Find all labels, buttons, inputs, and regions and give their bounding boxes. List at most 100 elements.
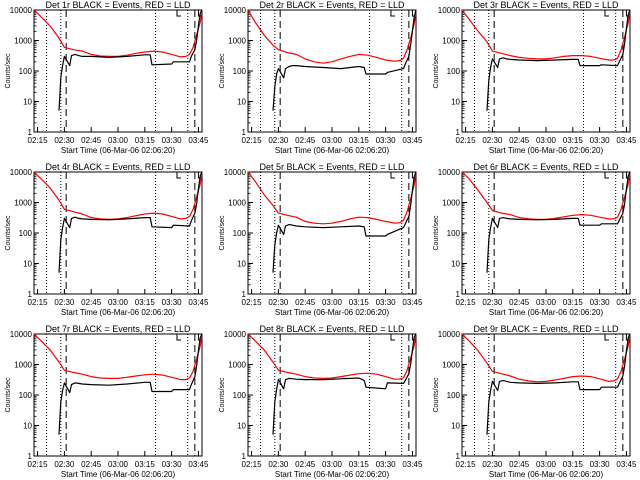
y-tick-label: 100 [233,229,247,238]
x-tick-label: 03:45 [402,298,423,307]
x-tick-label: 03:00 [322,136,343,145]
y-axis-label: Counts/sec [5,53,12,89]
x-tick-label: 02:45 [295,298,316,307]
x-tick-label: 03:00 [536,298,557,307]
series-line-lld [33,333,203,381]
y-tick-label: 10000 [438,168,461,177]
y-tick-label: 100 [19,229,33,238]
panel-5: Det 5r BLACK = Events, RED = LLD 1 10 100 10… [219,162,423,317]
plot-frame [33,333,203,457]
x-tick-label: 02:15 [28,460,49,469]
plot-frame [247,333,417,457]
x-axis-label: Start Time (06-Mar-06 02:06:20) [275,146,390,155]
y-tick-label: 100 [19,391,33,400]
series-line-lld [247,171,417,225]
y-tick-label: 10 [451,98,460,107]
x-tick-label: 03:00 [108,136,129,145]
y-tick-label: 10000 [10,330,33,339]
series-line-events [272,333,417,435]
panel-3: Det 3r BLACK = Events, RED = LLD 1 10 100 10… [433,0,637,155]
y-tick-label: 100 [447,67,461,76]
x-tick-label: 03:30 [376,298,397,307]
y-tick-label: 10000 [10,6,33,15]
panel-title: Det 5r BLACK = Events, RED = LLD [259,162,405,172]
panel-title: Det 2r BLACK = Events, RED = LLD [259,0,405,10]
y-tick-label: 100 [447,229,461,238]
y-tick-label: 10 [237,422,246,431]
x-axis-label: Start Time (06-Mar-06 02:06:20) [489,146,604,155]
x-tick-label: 03:00 [108,298,129,307]
x-tick-label: 02:30 [54,298,75,307]
panel-title: Det 9r BLACK = Events, RED = LLD [473,324,619,334]
y-axis-label: Counts/sec [219,377,226,413]
series-line-lld [461,333,631,383]
y-tick-label: 1 [28,128,33,137]
x-tick-label: 03:30 [162,136,183,145]
x-tick-label: 03:30 [376,460,397,469]
x-axis-label: Start Time (06-Mar-06 02:06:20) [61,308,176,317]
bracket-marker [604,172,609,179]
panel-title: Det 8r BLACK = Events, RED = LLD [259,324,405,334]
series-line-lld [461,9,631,61]
x-tick-label: 03:00 [108,460,129,469]
x-tick-label: 03:45 [402,136,423,145]
y-tick-label: 1 [456,452,461,461]
y-tick-label: 100 [233,67,247,76]
panel-9: Det 9r BLACK = Events, RED = LLD 1 10 100 10… [433,324,637,479]
y-axis-label: Counts/sec [219,53,226,89]
x-axis-label: Start Time (06-Mar-06 02:06:20) [489,470,604,479]
x-tick-label: 03:00 [536,460,557,469]
x-tick-label: 03:30 [162,298,183,307]
x-tick-label: 03:15 [135,460,156,469]
y-axis-label: Counts/sec [433,377,440,413]
x-tick-label: 03:30 [590,460,611,469]
y-tick-label: 1000 [14,361,32,370]
panel-7: Det 7r BLACK = Events, RED = LLD 1 10 100 10… [5,324,209,479]
x-tick-label: 02:15 [456,460,477,469]
bracket-marker [176,10,181,17]
x-tick-label: 03:45 [188,298,209,307]
y-tick-label: 1000 [14,199,32,208]
x-tick-label: 03:15 [135,136,156,145]
x-tick-label: 02:45 [509,460,530,469]
y-tick-label: 10000 [438,330,461,339]
y-tick-label: 10 [23,422,32,431]
y-tick-label: 1000 [442,199,460,208]
x-tick-label: 03:45 [616,460,637,469]
y-tick-label: 10000 [224,168,247,177]
bracket-marker [176,334,181,341]
x-tick-label: 02:15 [28,136,49,145]
y-tick-label: 1 [242,452,247,461]
y-tick-label: 10 [451,422,460,431]
y-tick-label: 10000 [438,6,461,15]
y-tick-label: 1 [28,290,33,299]
x-tick-label: 02:30 [482,460,503,469]
panel-6: Det 6r BLACK = Events, RED = LLD 1 10 100 10… [433,162,637,317]
y-axis-label: Counts/sec [5,377,12,413]
x-tick-label: 03:45 [402,460,423,469]
y-tick-label: 1 [242,128,247,137]
y-tick-label: 1000 [442,37,460,46]
panel-2: Det 2r BLACK = Events, RED = LLD 1 10 100 10… [219,0,423,155]
x-tick-label: 02:15 [242,136,263,145]
x-tick-label: 03:15 [563,136,584,145]
x-tick-label: 02:30 [482,136,503,145]
x-axis-label: Start Time (06-Mar-06 02:06:20) [61,470,176,479]
x-tick-label: 03:15 [349,460,370,469]
x-axis-label: Start Time (06-Mar-06 02:06:20) [275,470,390,479]
panel-title: Det 3r BLACK = Events, RED = LLD [473,0,619,10]
y-tick-label: 1 [28,452,33,461]
bracket-marker [390,334,395,341]
y-axis-label: Counts/sec [433,53,440,89]
x-axis-label: Start Time (06-Mar-06 02:06:20) [61,146,176,155]
x-tick-label: 03:00 [322,298,343,307]
y-tick-label: 1000 [442,361,460,370]
plot-frame [33,9,203,133]
y-tick-label: 1 [456,128,461,137]
plot-frame [461,9,631,133]
y-tick-label: 1 [456,290,461,299]
y-tick-label: 10 [23,98,32,107]
x-tick-label: 02:15 [242,460,263,469]
x-tick-label: 03:15 [135,298,156,307]
x-tick-label: 02:30 [54,136,75,145]
